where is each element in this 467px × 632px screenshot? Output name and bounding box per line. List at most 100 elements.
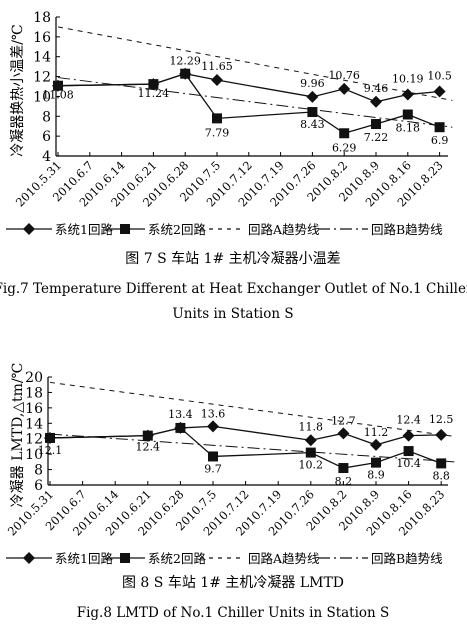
data-label: 10.76 [328, 69, 360, 82]
data-point [371, 457, 381, 468]
series-line [57, 26, 453, 101]
data-point [207, 420, 219, 433]
y-tick-label: 16 [33, 30, 51, 46]
data-label: 6.29 [332, 141, 357, 154]
y-tick-label: 6 [42, 129, 51, 145]
y-tick-label: 8 [42, 109, 51, 125]
y-tick-label: 12 [25, 432, 43, 448]
legend: 系统1回路 系统2回路 回路A趋势线 回路B趋势线 [6, 551, 443, 566]
data-label: 11.65 [201, 60, 233, 73]
data-label: 7.22 [364, 131, 389, 144]
data-point [402, 109, 413, 120]
data-label: 9.46 [364, 82, 389, 95]
legend-label: 系统1回路 [55, 551, 113, 566]
data-label: 9.96 [300, 77, 325, 90]
data-label: 13.4 [168, 408, 193, 421]
y-tick-label: 6 [34, 478, 43, 494]
data-label: 12.4 [396, 414, 421, 427]
series-3 [57, 26, 453, 101]
data-label: 8.9 [367, 469, 385, 482]
series-2 [45, 422, 447, 474]
data-label: 12.7 [331, 414, 356, 427]
data-label: 11.24 [138, 87, 170, 100]
series-line [49, 381, 455, 437]
data-label: 10.2 [299, 459, 324, 472]
data-label: 12.29 [169, 55, 201, 68]
legend-marker [23, 223, 35, 235]
data-label: 10.5 [427, 69, 452, 82]
data-point [175, 422, 186, 433]
data-point [436, 458, 447, 469]
series-2 [53, 68, 445, 139]
figure-caption-cn: 图 7 S 车站 1# 主机冷凝器小温差 [125, 250, 340, 267]
legend: 系统1回路 系统2回路 回路A趋势线 回路B趋势线 [6, 222, 443, 237]
series-3 [49, 381, 455, 437]
data-point [212, 113, 222, 124]
series-line [49, 433, 455, 463]
figure-caption-cn: 图 8 S 车站 1# 主机冷凝器 LMTD [122, 574, 344, 591]
data-label: 12.5 [429, 413, 454, 426]
figure-caption-en: Fig.8 LMTD of No.1 Chiller Units in Stat… [77, 605, 390, 621]
y-tick-label: 14 [25, 416, 43, 432]
data-label: 11.2 [364, 426, 389, 439]
data-point [371, 119, 381, 130]
data-point [339, 128, 350, 139]
chart-8: 681012141618202010.5.312010.6.72010.6.14… [5, 363, 455, 621]
y-tick-label: 12 [33, 70, 51, 86]
data-point [211, 74, 223, 87]
chart-7: 46810121416182010.5.312010.6.72010.6.142… [0, 10, 467, 322]
data-label: 8.8 [432, 469, 450, 482]
series-4 [49, 433, 455, 463]
data-point [148, 79, 159, 90]
data-label: 12.1 [38, 444, 63, 457]
y-tick-label: 14 [33, 50, 51, 66]
y-tick-label: 18 [33, 10, 51, 26]
y-tick-label: 4 [42, 149, 51, 165]
data-point [53, 80, 63, 91]
data-point [307, 107, 318, 118]
data-label: 10.4 [396, 457, 421, 470]
data-label: 10.19 [392, 73, 424, 86]
data-point [370, 438, 382, 451]
data-label: 12.4 [136, 441, 161, 454]
legend-marker [120, 224, 130, 234]
legend-label: 系统1回路 [55, 222, 113, 237]
data-label: 6.9 [431, 134, 449, 147]
data-point [305, 447, 316, 458]
legend-marker [120, 553, 130, 563]
data-label: 8.18 [396, 121, 421, 134]
data-label: 8.2 [335, 475, 353, 488]
series-4 [57, 77, 453, 128]
figure-caption-en-line1: Fig.7 Temperature Different at Heat Exch… [0, 281, 467, 297]
data-point [304, 434, 317, 447]
legend-label: 回路A趋势线 [248, 551, 320, 566]
legend-label: 系统2回路 [148, 222, 206, 237]
y-tick-label: 16 [25, 401, 43, 417]
data-label: 7.79 [205, 126, 230, 139]
data-point [434, 122, 445, 133]
data-label: 13.6 [201, 407, 226, 420]
y-tick-label: 10 [25, 447, 43, 463]
data-point [338, 82, 351, 95]
data-label: 9.7 [204, 462, 222, 475]
data-point [208, 451, 218, 462]
data-point [45, 432, 55, 443]
data-label: 11.08 [42, 89, 74, 102]
legend-label: 回路B趋势线 [371, 222, 443, 237]
y-tick-label: 20 [25, 370, 43, 386]
data-point [180, 68, 191, 79]
data-point [403, 446, 414, 457]
legend-label: 回路B趋势线 [371, 551, 443, 566]
y-tick-label: 8 [34, 463, 43, 479]
y-tick-label: 18 [25, 385, 43, 401]
data-label: 11.8 [299, 420, 324, 433]
data-label: 8.43 [300, 118, 325, 131]
legend-label: 回路A趋势线 [248, 222, 320, 237]
data-point [433, 85, 446, 98]
data-point [337, 427, 350, 440]
y-tick-label: 10 [33, 89, 51, 105]
legend-marker [23, 552, 35, 564]
data-point [370, 95, 382, 108]
